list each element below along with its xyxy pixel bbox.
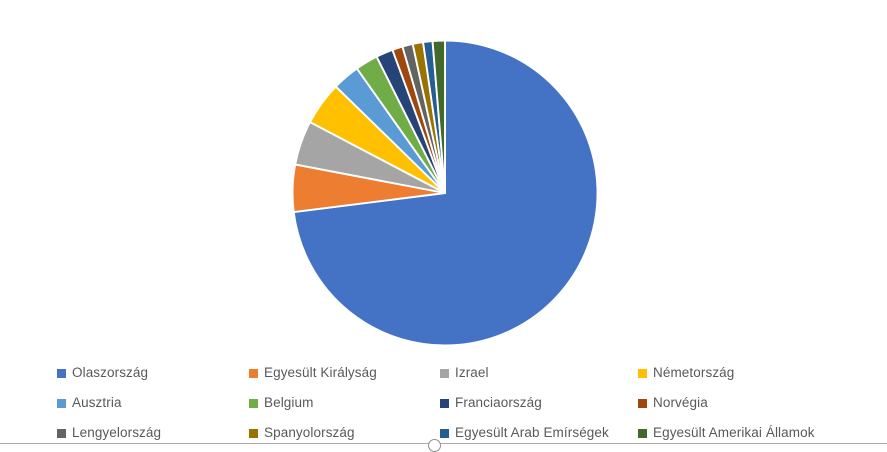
- legend-label: Ausztria: [72, 395, 122, 411]
- legend-swatch-icon: [57, 368, 66, 378]
- legend-swatch-icon: [638, 368, 647, 378]
- legend-label: Lengyelország: [72, 425, 162, 441]
- legend-item-9[interactable]: Spanyolország: [249, 418, 440, 448]
- legend-item-8[interactable]: Lengyelország: [57, 418, 249, 448]
- legend-swatch-icon: [249, 428, 258, 438]
- legend-item-5[interactable]: Belgium: [249, 388, 440, 418]
- legend-swatch-icon: [249, 368, 258, 378]
- resize-handle[interactable]: [428, 439, 441, 452]
- legend-item-0[interactable]: Olaszország: [57, 358, 249, 388]
- legend-label: Belgium: [264, 395, 314, 411]
- legend-label: Franciaország: [455, 395, 542, 411]
- pie-chart[interactable]: [280, 28, 610, 358]
- legend-item-11[interactable]: Egyesült Amerikai Államok: [638, 418, 862, 448]
- pie-slice-11[interactable]: [431, 39, 446, 194]
- legend-item-6[interactable]: Franciaország: [440, 388, 638, 418]
- legend-label: Norvégia: [653, 395, 708, 411]
- legend-label: Olaszország: [72, 365, 149, 381]
- legend-label: Izrael: [455, 365, 489, 381]
- legend-swatch-icon: [638, 428, 647, 438]
- legend-label: Egyesült Amerikai Államok: [653, 425, 815, 441]
- chart-frame-border: [0, 443, 887, 445]
- legend-swatch-icon: [440, 368, 449, 378]
- legend-label: Egyesült Királyság: [264, 365, 377, 381]
- legend-swatch-icon: [57, 428, 66, 438]
- legend-item-2[interactable]: Izrael: [440, 358, 638, 388]
- legend-swatch-icon: [57, 398, 66, 408]
- legend-item-3[interactable]: Németország: [638, 358, 862, 388]
- legend-swatch-icon: [440, 428, 449, 438]
- legend-item-10[interactable]: Egyesült Arab Emírségek: [440, 418, 638, 448]
- legend-swatch-icon: [638, 398, 647, 408]
- legend-item-4[interactable]: Ausztria: [57, 388, 249, 418]
- legend-swatch-icon: [440, 398, 449, 408]
- legend-item-7[interactable]: Norvégia: [638, 388, 862, 418]
- legend-label: Németország: [653, 365, 735, 381]
- legend-swatch-icon: [249, 398, 258, 408]
- legend-label: Spanyolország: [264, 425, 355, 441]
- legend-item-1[interactable]: Egyesült Királyság: [249, 358, 440, 388]
- chart-legend: Olaszország Egyesült Királyság Izrael Német…: [57, 358, 862, 448]
- legend-label: Egyesült Arab Emírségek: [455, 425, 609, 441]
